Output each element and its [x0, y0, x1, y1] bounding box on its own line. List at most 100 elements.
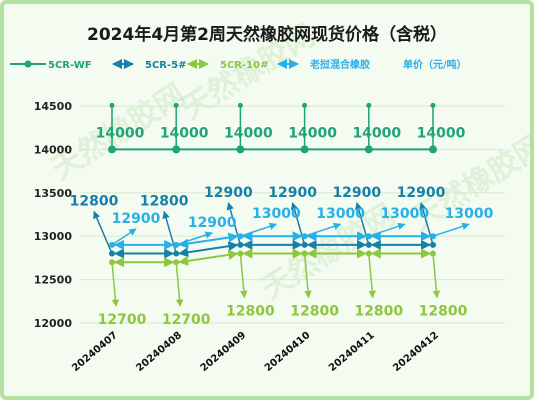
data-label: 12800 — [419, 304, 468, 320]
leader-arrow — [432, 253, 441, 299]
legend-label: 5CR-5# — [145, 60, 186, 71]
data-label: 13000 — [445, 206, 494, 222]
data-point — [237, 241, 244, 248]
series-layer: 14000 14000 14000 14000 14000 14000 12800 12800… — [70, 102, 494, 328]
leader-arrow — [239, 253, 248, 299]
legend-item-5cr-5: 5CR-5# — [112, 59, 186, 71]
leader-dot — [237, 102, 243, 108]
data-point — [300, 145, 309, 154]
data-point — [364, 145, 373, 154]
legend-item-5cr-10: 5CR-10# — [187, 59, 268, 71]
x-tick-label: 20240410 — [263, 330, 313, 374]
data-point — [429, 145, 437, 154]
data-label: 13000 — [380, 206, 429, 222]
data-label: 14000 — [96, 125, 145, 141]
y-tick-label: 13500 — [34, 187, 73, 200]
legend-label: 5CR-10# — [220, 60, 268, 71]
data-point — [236, 145, 245, 154]
data-point — [301, 250, 308, 257]
leader-arrow — [368, 253, 376, 299]
data-point — [173, 250, 180, 257]
data-label: 12900 — [332, 185, 381, 201]
y-tick-label: 13000 — [34, 230, 73, 243]
series-5cr-wf: 14000 14000 14000 14000 14000 14000 — [96, 102, 466, 154]
leader-arrow — [304, 222, 342, 237]
data-point — [173, 259, 180, 266]
leader-dot — [430, 102, 436, 108]
leader-arrow — [175, 231, 213, 246]
leader-arrow — [303, 253, 312, 299]
legend-marker — [24, 60, 32, 68]
data-point — [365, 241, 372, 248]
legend-label: 5CR-WF — [48, 60, 92, 71]
data-label: 14000 — [288, 125, 337, 141]
data-point — [173, 241, 180, 248]
leader-dot — [173, 102, 179, 108]
x-axis: 20240407 20240408 20240409 20240410 20240411… — [70, 330, 441, 374]
leader-arrow — [175, 262, 184, 307]
series-series-3: 12900 12900 13000 13000 13000 13000 — [109, 206, 494, 250]
data-label: 13000 — [252, 206, 301, 222]
data-point — [109, 259, 115, 266]
data-point — [108, 145, 116, 154]
data-point — [365, 233, 372, 240]
data-point — [430, 250, 436, 257]
data-label: 12700 — [162, 312, 211, 328]
data-label: 12800 — [70, 194, 119, 210]
y-tick-label: 12000 — [34, 317, 73, 330]
data-label: 14000 — [224, 125, 273, 141]
chart-title: 2024年4月第2周天然橡胶网现货价格（含税） — [87, 24, 447, 45]
data-point — [172, 145, 181, 154]
x-tick-label: 20240408 — [134, 330, 184, 374]
data-point — [109, 250, 115, 257]
leader-arrow — [111, 262, 120, 307]
data-label: 13000 — [316, 206, 365, 222]
data-point — [365, 250, 372, 257]
x-tick-label: 20240409 — [199, 330, 249, 374]
data-point — [430, 241, 436, 248]
leader-arrow — [432, 222, 470, 237]
data-label: 14000 — [417, 125, 466, 141]
data-point — [301, 241, 308, 248]
data-label: 12900 — [112, 211, 161, 227]
x-tick-label: 20240411 — [327, 330, 377, 374]
leader-arrow — [240, 222, 278, 237]
leader-arrow — [93, 210, 113, 254]
series-segment — [178, 241, 239, 258]
series-segment — [178, 249, 239, 266]
data-label: 12700 — [98, 312, 147, 328]
legend-item-5cr-wf: 5CR-WF — [10, 60, 92, 71]
leader-arrow — [111, 228, 137, 246]
x-tick-label: 20240407 — [70, 330, 120, 374]
leader-dot — [109, 102, 115, 108]
legend-label: 老挝混合橡胶 — [309, 58, 370, 71]
data-label: 12900 — [188, 215, 237, 231]
leader-dot — [302, 102, 308, 108]
data-label: 12800 — [140, 194, 189, 210]
data-point — [109, 241, 115, 248]
unit-label: 单价（元/吨） — [403, 58, 467, 71]
data-label: 14000 — [352, 125, 401, 141]
data-point — [430, 233, 436, 240]
legend: 5CR-WF 5CR-5# 5CR-10# 老挝混合橡胶 单价（元/吨） — [10, 58, 467, 71]
y-tick-label: 12500 — [34, 274, 73, 287]
data-label: 12800 — [354, 304, 403, 320]
data-label: 12800 — [226, 304, 275, 320]
x-tick-label: 20240412 — [391, 330, 441, 374]
series-5cr-10: 12700 12700 12800 12800 12800 12800 — [98, 248, 468, 328]
leader-dot — [366, 102, 372, 108]
data-label: 12900 — [204, 185, 253, 201]
leader-arrow — [368, 222, 406, 237]
data-point — [237, 233, 244, 240]
y-tick-label: 14500 — [34, 100, 73, 113]
data-label: 12800 — [290, 304, 339, 320]
data-point — [301, 233, 308, 240]
series-segment — [178, 232, 239, 249]
data-label: 12900 — [268, 185, 317, 201]
data-label: 14000 — [160, 125, 209, 141]
data-label: 12900 — [397, 185, 446, 201]
y-tick-label: 14000 — [34, 143, 73, 156]
legend-item-series-3: 老挝混合橡胶 — [277, 58, 370, 71]
